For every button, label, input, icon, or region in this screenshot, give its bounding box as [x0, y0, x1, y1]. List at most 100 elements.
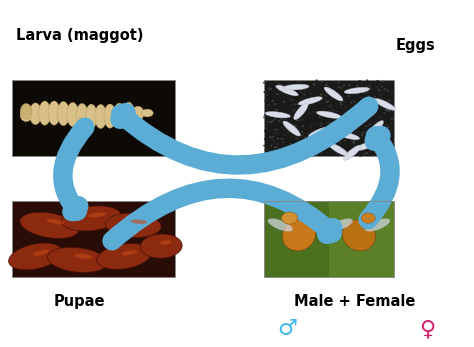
Ellipse shape	[347, 95, 350, 97]
Ellipse shape	[274, 129, 276, 130]
Ellipse shape	[360, 83, 363, 85]
Ellipse shape	[340, 87, 343, 88]
Ellipse shape	[382, 101, 384, 103]
Ellipse shape	[300, 134, 302, 136]
Ellipse shape	[29, 103, 42, 125]
Ellipse shape	[319, 117, 321, 118]
Ellipse shape	[315, 79, 318, 81]
Ellipse shape	[291, 98, 293, 100]
Ellipse shape	[273, 140, 275, 142]
Ellipse shape	[130, 219, 147, 224]
Ellipse shape	[308, 104, 310, 105]
Ellipse shape	[347, 93, 350, 94]
Ellipse shape	[392, 104, 394, 105]
Ellipse shape	[302, 119, 305, 121]
Ellipse shape	[282, 147, 284, 149]
Ellipse shape	[283, 101, 285, 103]
Ellipse shape	[270, 121, 272, 123]
Ellipse shape	[380, 127, 382, 129]
Ellipse shape	[370, 137, 373, 139]
Ellipse shape	[307, 144, 309, 145]
Ellipse shape	[344, 140, 346, 142]
Ellipse shape	[267, 113, 270, 115]
Ellipse shape	[330, 102, 332, 104]
Ellipse shape	[321, 130, 323, 132]
Ellipse shape	[326, 83, 328, 85]
Ellipse shape	[298, 87, 300, 88]
Ellipse shape	[329, 104, 332, 106]
Ellipse shape	[390, 129, 392, 131]
Ellipse shape	[311, 113, 313, 115]
Ellipse shape	[123, 102, 135, 126]
Ellipse shape	[265, 112, 290, 118]
Ellipse shape	[337, 116, 339, 118]
Ellipse shape	[95, 104, 107, 129]
Ellipse shape	[374, 83, 376, 84]
Ellipse shape	[343, 84, 345, 86]
Ellipse shape	[275, 146, 277, 148]
Ellipse shape	[313, 84, 315, 85]
Ellipse shape	[264, 149, 266, 151]
Ellipse shape	[269, 130, 272, 132]
Ellipse shape	[378, 89, 380, 91]
Ellipse shape	[367, 116, 370, 117]
Ellipse shape	[300, 102, 302, 103]
Ellipse shape	[392, 144, 395, 146]
Ellipse shape	[353, 141, 355, 143]
Ellipse shape	[390, 113, 392, 115]
Ellipse shape	[339, 102, 342, 103]
Ellipse shape	[319, 135, 322, 136]
Ellipse shape	[303, 145, 305, 147]
Ellipse shape	[97, 244, 151, 269]
Ellipse shape	[331, 122, 333, 124]
Ellipse shape	[300, 88, 302, 90]
Ellipse shape	[264, 81, 267, 83]
Ellipse shape	[373, 110, 375, 111]
Ellipse shape	[374, 96, 376, 98]
Ellipse shape	[290, 143, 292, 145]
Ellipse shape	[361, 135, 363, 136]
Ellipse shape	[368, 94, 370, 96]
Ellipse shape	[298, 97, 322, 105]
Ellipse shape	[270, 88, 272, 90]
Ellipse shape	[325, 95, 327, 96]
Ellipse shape	[268, 219, 293, 231]
Text: Eggs: Eggs	[395, 38, 435, 53]
FancyArrowPatch shape	[112, 188, 333, 241]
Ellipse shape	[62, 206, 121, 231]
Ellipse shape	[375, 86, 377, 88]
Ellipse shape	[371, 141, 373, 142]
Ellipse shape	[369, 83, 371, 85]
Ellipse shape	[113, 103, 125, 127]
Ellipse shape	[362, 92, 364, 93]
Ellipse shape	[283, 134, 285, 136]
Ellipse shape	[266, 127, 268, 129]
Ellipse shape	[367, 133, 370, 135]
Ellipse shape	[294, 149, 296, 150]
Ellipse shape	[353, 101, 356, 102]
Ellipse shape	[272, 136, 274, 137]
Ellipse shape	[343, 120, 346, 121]
Ellipse shape	[301, 105, 303, 107]
Ellipse shape	[344, 145, 361, 160]
Ellipse shape	[344, 87, 370, 94]
Ellipse shape	[392, 143, 394, 145]
Ellipse shape	[303, 151, 305, 153]
Ellipse shape	[285, 118, 287, 120]
Ellipse shape	[352, 128, 355, 130]
Ellipse shape	[366, 113, 368, 115]
Ellipse shape	[273, 132, 275, 134]
Ellipse shape	[384, 153, 387, 155]
Ellipse shape	[279, 116, 282, 118]
Ellipse shape	[369, 136, 371, 138]
Ellipse shape	[373, 101, 375, 103]
Ellipse shape	[362, 149, 365, 151]
Ellipse shape	[361, 88, 364, 90]
Ellipse shape	[315, 145, 318, 147]
Ellipse shape	[335, 126, 337, 128]
Ellipse shape	[345, 107, 347, 109]
Ellipse shape	[283, 129, 285, 131]
Ellipse shape	[392, 91, 394, 92]
Ellipse shape	[276, 143, 279, 145]
Ellipse shape	[361, 133, 363, 135]
